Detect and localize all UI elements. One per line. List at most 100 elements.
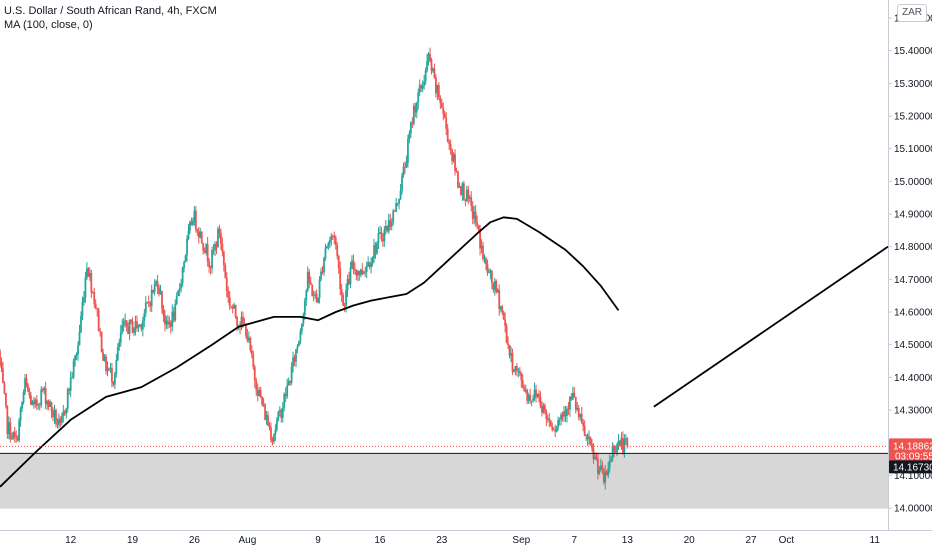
candle[interactable] <box>409 121 412 138</box>
candle[interactable] <box>543 403 546 415</box>
candle[interactable] <box>367 256 370 268</box>
candle[interactable] <box>280 408 283 423</box>
candle[interactable] <box>106 361 109 377</box>
candle[interactable] <box>59 416 62 428</box>
candle[interactable] <box>558 417 561 426</box>
candle[interactable] <box>203 247 206 254</box>
candle[interactable] <box>426 53 428 73</box>
candle[interactable] <box>418 79 421 96</box>
candle[interactable] <box>253 364 256 388</box>
candle[interactable] <box>66 387 69 413</box>
candle[interactable] <box>94 299 97 310</box>
candle[interactable] <box>256 383 259 402</box>
candle[interactable] <box>352 254 355 275</box>
candle[interactable] <box>569 395 571 417</box>
candle[interactable] <box>619 439 621 448</box>
candle[interactable] <box>171 304 174 332</box>
candle[interactable] <box>608 454 611 473</box>
candle[interactable] <box>577 404 580 421</box>
candle[interactable] <box>622 431 624 455</box>
candle[interactable] <box>202 242 205 255</box>
candle[interactable] <box>16 435 19 442</box>
candle[interactable] <box>141 316 144 337</box>
candle[interactable] <box>411 117 414 129</box>
candle[interactable] <box>614 445 617 453</box>
candle[interactable] <box>507 336 509 349</box>
candle[interactable] <box>130 319 132 325</box>
candle[interactable] <box>265 410 268 425</box>
candle[interactable] <box>549 419 552 427</box>
candle[interactable] <box>233 302 236 309</box>
candle[interactable] <box>208 258 211 273</box>
candle[interactable] <box>314 291 317 299</box>
candle[interactable] <box>312 290 315 302</box>
candle[interactable] <box>585 434 588 442</box>
candle[interactable] <box>4 392 7 409</box>
candle[interactable] <box>9 417 12 443</box>
candle[interactable] <box>474 204 477 227</box>
symbol-title[interactable]: U.S. Dollar / South African Rand, 4h, FX… <box>4 5 217 17</box>
candle[interactable] <box>10 432 13 440</box>
candle[interactable] <box>527 392 530 404</box>
candle[interactable] <box>72 358 75 380</box>
candle[interactable] <box>321 266 324 275</box>
candle[interactable] <box>485 256 487 271</box>
candle[interactable] <box>374 242 377 259</box>
candle[interactable] <box>602 467 605 485</box>
candle[interactable] <box>380 226 383 242</box>
candle[interactable] <box>402 162 405 178</box>
candle[interactable] <box>358 270 361 281</box>
candle[interactable] <box>355 269 358 281</box>
candle[interactable] <box>320 267 322 282</box>
candle[interactable] <box>80 311 82 334</box>
candle[interactable] <box>108 367 110 372</box>
support-zone[interactable] <box>0 453 888 509</box>
candle[interactable] <box>429 47 431 63</box>
candle[interactable] <box>12 431 15 440</box>
candle[interactable] <box>175 292 178 306</box>
candle[interactable] <box>85 262 88 281</box>
candle[interactable] <box>601 460 604 475</box>
candle[interactable] <box>598 466 601 476</box>
candle[interactable] <box>331 234 334 240</box>
candle[interactable] <box>124 313 127 328</box>
candle[interactable] <box>128 319 131 341</box>
candle[interactable] <box>69 371 72 398</box>
candle[interactable] <box>504 312 507 333</box>
candle[interactable] <box>71 372 74 379</box>
candle[interactable] <box>183 260 185 273</box>
candle[interactable] <box>121 318 124 335</box>
candle[interactable] <box>582 418 585 432</box>
candle[interactable] <box>548 413 551 428</box>
candle[interactable] <box>318 276 321 304</box>
candle[interactable] <box>25 374 28 388</box>
candle[interactable] <box>247 331 250 344</box>
candle[interactable] <box>404 161 406 174</box>
candle[interactable] <box>270 422 272 443</box>
candle[interactable] <box>452 152 455 163</box>
candle[interactable] <box>483 254 486 264</box>
candle[interactable] <box>53 404 56 424</box>
candle[interactable] <box>159 284 162 295</box>
candle[interactable] <box>112 381 115 387</box>
candle[interactable] <box>401 172 403 195</box>
candle[interactable] <box>455 167 458 173</box>
candle[interactable] <box>68 387 71 395</box>
candle[interactable] <box>217 226 219 249</box>
candle[interactable] <box>551 422 554 432</box>
candle[interactable] <box>44 381 47 410</box>
candle[interactable] <box>155 279 157 287</box>
candle[interactable] <box>268 421 271 431</box>
candle[interactable] <box>348 272 350 286</box>
candle[interactable] <box>499 305 502 313</box>
candle[interactable] <box>377 227 380 250</box>
candle[interactable] <box>535 384 537 403</box>
candle[interactable] <box>387 213 390 234</box>
candle[interactable] <box>245 323 247 339</box>
candle[interactable] <box>143 308 146 328</box>
candle[interactable] <box>437 82 440 101</box>
candle[interactable] <box>134 315 137 336</box>
candle[interactable] <box>189 220 191 235</box>
candle[interactable] <box>468 194 471 203</box>
candle[interactable] <box>221 237 224 257</box>
